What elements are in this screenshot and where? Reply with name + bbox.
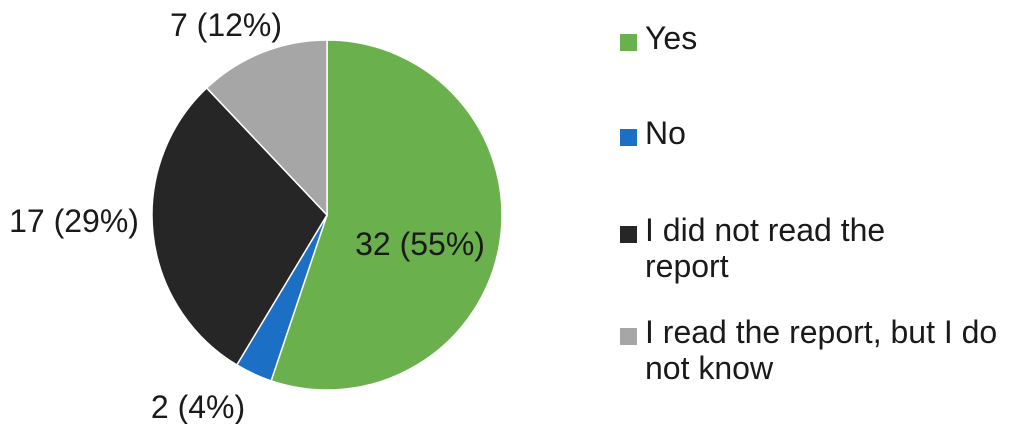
legend-label-yes: Yes	[645, 20, 698, 56]
pie-slices	[151, 39, 503, 391]
pie-slice-read-dont-know	[205, 39, 328, 217]
legend: Yes No I did not read the report I read …	[620, 0, 1005, 424]
pie-slice-did-not-read	[151, 86, 328, 366]
legend-swatch-read-dont-know	[620, 328, 637, 345]
legend-item-no: No	[620, 115, 1005, 151]
data-label-did-not-read: 17 (29%)	[9, 203, 139, 239]
legend-label-no: No	[645, 115, 686, 151]
legend-swatch-yes	[620, 34, 637, 51]
legend-label-read-dont-know: I read the report, but I do not know	[645, 314, 998, 386]
legend-item-did-not-read: I did not read the report	[620, 212, 945, 284]
legend-label-did-not-read: I did not read the report	[645, 212, 886, 284]
legend-swatch-did-not-read	[620, 226, 637, 243]
data-label-no: 2 (4%)	[151, 389, 245, 424]
legend-item-yes: Yes	[620, 20, 1005, 56]
data-label-yes: 32 (55%)	[355, 226, 485, 262]
data-label-read-dont-know: 7 (12%)	[170, 7, 282, 43]
legend-swatch-no	[620, 129, 637, 146]
legend-item-read-dont-know: I read the report, but I do not know	[620, 314, 1005, 386]
pie-slice-yes	[270, 39, 503, 391]
